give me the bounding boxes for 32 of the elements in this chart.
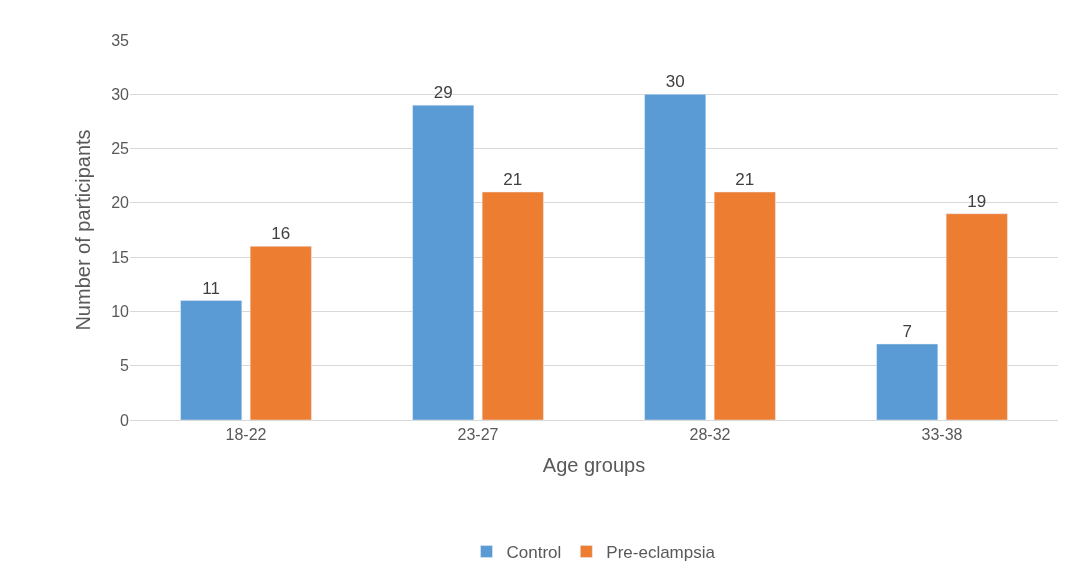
legend-label: Control <box>506 543 562 563</box>
y-tick-label: 35 <box>111 31 130 49</box>
bar <box>249 246 312 420</box>
y-tick-label: 20 <box>111 194 130 212</box>
data-label: 16 <box>271 224 291 244</box>
y-tick-label: 5 <box>120 357 130 375</box>
y-axis-title: Number of participants <box>71 129 94 331</box>
y-tick-label: 25 <box>111 140 130 158</box>
y-tick-label: 10 <box>111 303 130 321</box>
bar <box>412 104 475 420</box>
data-label: 21 <box>735 170 755 189</box>
bar <box>180 300 243 420</box>
y-tick-label: 30 <box>111 85 130 103</box>
y-tick-label: 0 <box>120 411 130 429</box>
bar <box>945 213 1008 420</box>
y-tick-label: 15 <box>111 248 130 266</box>
legend-label: Pre-eclampsia <box>606 543 716 563</box>
x-tick-label: 18-22 <box>225 426 267 444</box>
x-tick-label: 23-27 <box>457 426 499 444</box>
bar <box>713 191 776 420</box>
x-axis-title: Age groups <box>542 453 646 476</box>
data-label: 29 <box>433 83 453 103</box>
x-tick-label: 33-38 <box>921 426 963 444</box>
data-label: 21 <box>503 170 523 189</box>
data-label: 30 <box>665 72 685 92</box>
data-label: 7 <box>902 322 912 341</box>
bar <box>876 343 939 420</box>
x-tick-label: 28-32 <box>689 426 731 444</box>
bar <box>644 94 707 420</box>
data-label: 11 <box>202 278 221 298</box>
bar <box>481 191 544 420</box>
data-label: 19 <box>967 191 987 211</box>
